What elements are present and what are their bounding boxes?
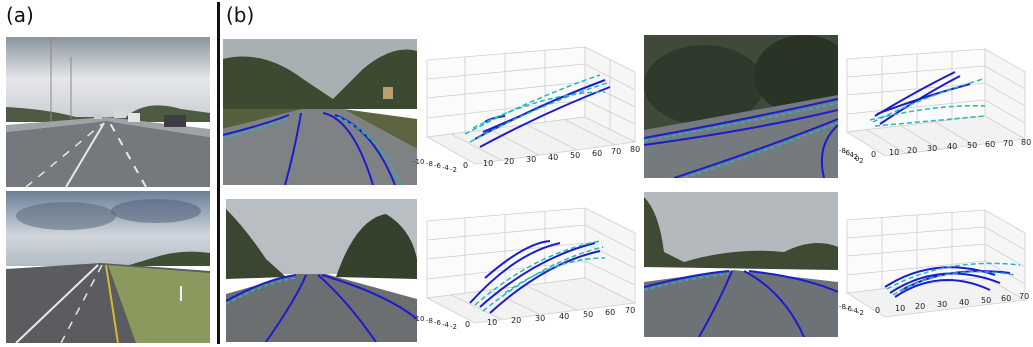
x-tick: 20 (511, 316, 521, 325)
depth-tick: -2 (450, 323, 457, 331)
road-photo-a-top (6, 37, 210, 187)
depth-tick: -6 (434, 319, 442, 327)
top-left-x-ticks: 0 10 20 30 40 50 60 70 80 (463, 145, 640, 170)
x-tick: 40 (559, 312, 569, 321)
lane-3d-plot-top-left: 0 10 20 30 40 50 60 70 80 -10 -8 -6 -4 -… (413, 42, 640, 174)
x-tick: 60 (592, 149, 602, 158)
x-tick: 10 (895, 304, 905, 313)
depth-tick: -8 (426, 317, 433, 325)
x-tick: 30 (526, 155, 536, 164)
depth-tick: -8 (839, 303, 846, 311)
road-photo-b1 (223, 39, 417, 185)
depth-tick: -2 (450, 166, 457, 174)
road-photo-b3 (226, 199, 417, 342)
x-tick: 0 (871, 150, 876, 159)
x-tick: 60 (1001, 294, 1011, 303)
depth-tick: -6 (845, 305, 853, 313)
x-tick: 40 (959, 298, 969, 307)
x-tick: 20 (504, 157, 514, 166)
x-tick: 70 (625, 306, 635, 315)
x-tick: 70 (611, 147, 621, 156)
x-tick: 10 (889, 148, 899, 157)
x-tick: 10 (487, 318, 497, 327)
depth-tick: -4 (442, 164, 450, 172)
depth-tick: 0 (855, 155, 859, 163)
depth-tick: 2 (859, 157, 863, 165)
depth-tick: -8 (426, 160, 433, 168)
depth-tick: -2 (857, 309, 864, 317)
depth-tick: -8 (839, 147, 846, 155)
panel-b-label: (b) (226, 3, 255, 27)
x-tick: 60 (985, 140, 995, 149)
x-tick: 30 (937, 300, 947, 309)
x-tick: 20 (915, 302, 925, 311)
x-tick: 0 (463, 161, 468, 170)
depth-tick: -4 (442, 321, 450, 329)
depth-tick: -6 (434, 162, 442, 170)
x-tick: 80 (630, 145, 640, 154)
x-tick: 80 (1021, 138, 1031, 147)
x-tick: 30 (535, 314, 545, 323)
x-tick: 70 (1003, 139, 1013, 148)
panel-a-label: (a) (6, 3, 34, 27)
road-photo-b2 (644, 35, 838, 178)
x-tick: 40 (947, 142, 957, 151)
top-left-depth-ticks: -10 -8 -6 -4 -2 (413, 158, 457, 174)
depth-tick: -2 (851, 153, 858, 161)
x-tick: 60 (605, 308, 615, 317)
panel-divider (217, 2, 220, 344)
road-photo-b4 (644, 192, 838, 337)
x-tick: 50 (570, 151, 580, 160)
x-tick: 50 (981, 296, 991, 305)
x-tick: 0 (465, 320, 470, 329)
depth-tick: -10 (413, 315, 424, 323)
x-tick: 20 (907, 146, 917, 155)
x-tick: 30 (927, 144, 937, 153)
lane-3d-plot-bottom-left: -10 -8 -6 -4 -2 0 10 20 30 40 50 60 70 (413, 203, 637, 331)
lane-3d-plot-bottom-right: -8 -6 -4 -2 0 10 20 30 40 50 60 70 (839, 205, 1029, 320)
depth-tick: -4 (851, 307, 859, 315)
depth-tick: -4 (847, 151, 855, 159)
lane-3d-plot-top-right: -8 -6 -4 -2 0 2 0 10 20 30 40 50 60 70 8… (839, 44, 1031, 165)
x-tick: 10 (483, 159, 493, 168)
depth-tick: -10 (413, 158, 424, 166)
x-tick: 40 (548, 153, 558, 162)
x-tick: 50 (967, 141, 977, 150)
depth-tick: -6 (843, 149, 851, 157)
road-photo-a-bottom (6, 191, 210, 343)
x-tick: 50 (583, 310, 593, 319)
x-tick: 0 (875, 306, 880, 315)
x-tick: 70 (1019, 292, 1029, 301)
